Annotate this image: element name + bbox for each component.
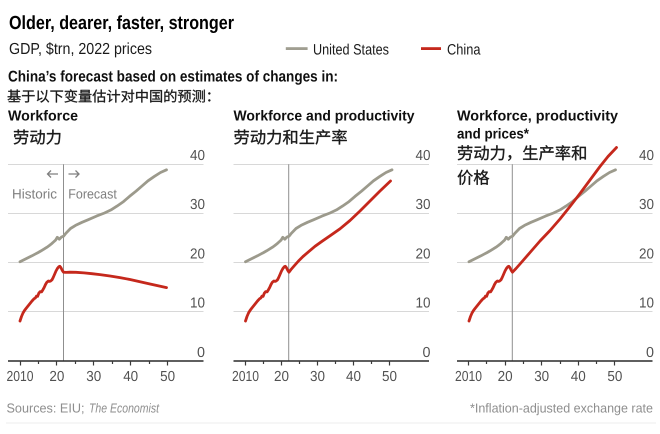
svg-text:United States: United States [313,41,389,58]
svg-text:30: 30 [639,197,654,213]
svg-text:50: 50 [160,369,175,385]
svg-text:30: 30 [86,369,101,385]
svg-text:40: 40 [571,369,586,385]
svg-text:10: 10 [190,296,205,312]
svg-text:20: 20 [274,369,289,385]
svg-text:Historic: Historic [12,187,57,202]
svg-text:30: 30 [310,369,325,385]
svg-text:20: 20 [416,246,431,262]
svg-text:0: 0 [646,345,654,361]
svg-text:40: 40 [190,148,205,164]
svg-text:50: 50 [382,369,397,385]
svg-text:30: 30 [416,197,431,213]
svg-text:GDP, $trn, 2022 prices: GDP, $trn, 2022 prices [9,41,152,58]
svg-text:Workforce, productivity: Workforce, productivity [457,109,618,125]
svg-text:0: 0 [423,345,431,361]
svg-text:40: 40 [346,369,361,385]
svg-text:China’s forecast based on esti: China’s forecast based on estimates of c… [8,69,338,86]
svg-text:0: 0 [197,345,205,361]
svg-text:and prices*: and prices* [457,127,529,143]
svg-text:Sources: EIU;: Sources: EIU; [7,401,85,416]
svg-text:40: 40 [416,148,431,164]
svg-text:20: 20 [190,246,205,262]
svg-text:10: 10 [639,296,654,312]
svg-text:*Inflation-adjusted exchange r: *Inflation-adjusted exchange rate [470,401,653,416]
svg-text:20: 20 [49,369,64,385]
svg-text:The Economist: The Economist [89,401,160,416]
svg-text:20: 20 [639,246,654,262]
svg-text:20: 20 [498,369,513,385]
svg-text:Forecast: Forecast [68,187,117,202]
svg-text:40: 40 [639,148,654,164]
svg-text:40: 40 [123,369,138,385]
svg-text:50: 50 [607,369,622,385]
svg-text:2010: 2010 [455,369,482,385]
svg-text:Older, dearer, faster, stronge: Older, dearer, faster, stronger [9,13,235,34]
svg-text:Workforce and productivity: Workforce and productivity [234,109,415,125]
svg-text:Workforce: Workforce [8,109,78,125]
svg-text:2010: 2010 [7,369,34,385]
svg-text:10: 10 [416,296,431,312]
svg-text:30: 30 [190,197,205,213]
svg-text:2010: 2010 [232,369,259,385]
svg-text:30: 30 [534,369,549,385]
svg-text:China: China [447,41,481,58]
